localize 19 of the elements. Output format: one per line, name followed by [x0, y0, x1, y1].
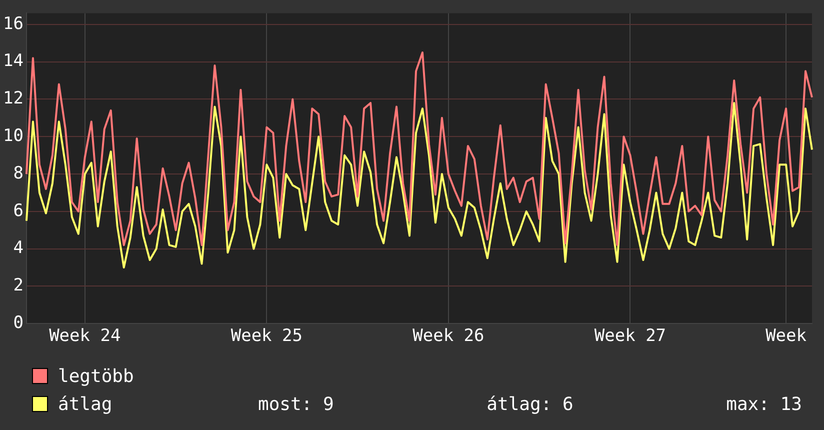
y-tick-label: 0: [13, 313, 24, 334]
x-tick-label: Week 27: [594, 326, 666, 346]
y-tick-label: 10: [2, 126, 24, 146]
text: átlag: 6: [486, 394, 574, 414]
y-tick-label: 14: [2, 51, 24, 72]
text: max: 13: [726, 394, 802, 414]
legend-label: legtöbb: [58, 366, 135, 386]
y-tick-label: 6: [13, 200, 24, 221]
y-tick-label: 12: [2, 88, 24, 109]
x-tick-label: Week 24: [49, 326, 121, 346]
y-tick-label: 4: [13, 238, 24, 258]
y-tick-label: 8: [13, 163, 24, 184]
y-tick-label: 2: [13, 276, 24, 296]
y-tick-label: 16: [2, 14, 24, 34]
x-tick-label: Week 25: [230, 326, 302, 346]
x-tick-label: Week: [766, 326, 807, 346]
x-tick-label: Week 26: [412, 326, 484, 346]
text: most: 9: [258, 394, 334, 414]
legend-label: átlag: [58, 394, 114, 414]
